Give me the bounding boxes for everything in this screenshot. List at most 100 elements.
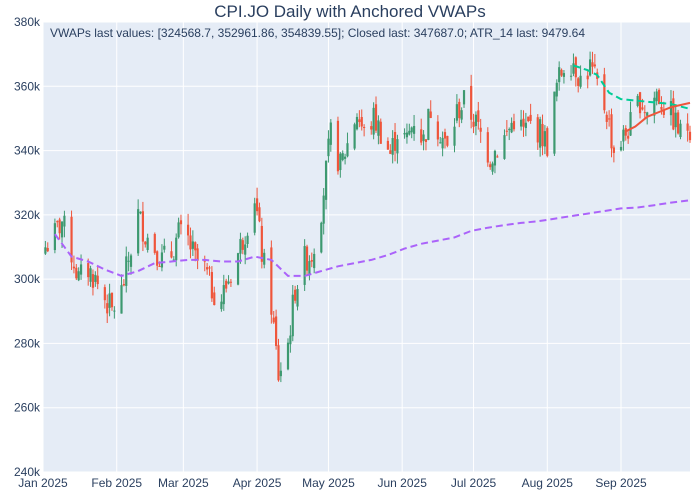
candle-body [260,225,263,262]
candle-body [505,130,508,132]
candle-body [360,117,363,127]
candle-body [108,293,111,308]
candle-body [370,126,373,130]
candle-body [141,211,145,242]
candle [379,118,382,144]
candle [177,217,180,239]
candle [686,113,689,142]
candle-body [643,112,646,114]
candle-body [593,64,596,67]
candle-body [558,67,561,83]
candle-body [139,211,142,214]
candle-body [541,124,544,147]
candle [460,107,463,124]
candle [125,246,128,293]
candle [120,274,123,314]
candle-body [177,222,180,238]
candle-body [629,112,632,136]
candle-body [87,263,90,278]
y-tick-label: 280k [14,336,41,350]
y-tick-label: 340k [14,144,41,158]
candle-body [441,137,444,149]
candle [672,90,675,131]
candle-body [56,221,59,223]
candle [679,119,682,140]
candle-body [125,256,128,286]
candle-body [386,140,390,150]
candle-body [160,252,164,268]
candle [503,129,506,160]
candle-body [653,97,656,116]
candle [291,284,294,342]
candle-body [225,280,228,289]
candle-body [296,288,299,307]
candle [160,244,164,272]
candle-body [355,116,359,130]
candle [470,74,473,129]
candle-body [508,129,511,131]
candle-body [263,252,266,265]
candle [429,100,432,119]
candle [56,220,59,228]
candle [255,187,259,216]
candle [279,362,282,383]
candle-body [44,247,47,254]
candle-body [674,112,677,128]
candle-body [486,132,489,163]
candle [156,250,159,271]
candle [491,161,494,175]
candle [393,123,397,162]
candle [360,109,363,131]
candle-body [627,135,630,139]
candle [213,286,216,306]
vwap-lines [54,64,691,277]
candle [179,214,183,235]
candle [363,124,366,137]
candle-body [396,139,399,154]
candle [377,115,380,145]
candle-body [453,126,456,146]
candle-body [477,110,480,122]
candle [453,118,456,153]
candle [577,76,580,93]
candle-body [569,75,573,77]
candle-body [372,107,375,135]
candle-body [96,275,99,285]
candle [374,96,378,133]
candle [579,65,582,89]
candle-body [158,266,161,268]
candle [688,125,692,143]
candle-body [686,123,689,131]
candle-body [489,164,492,168]
candle [46,242,49,253]
candle [346,132,349,158]
candle-body [122,284,125,286]
candle-body [305,246,309,271]
candle-body [153,233,156,253]
candle [327,130,330,163]
candle-body [75,267,78,279]
candle-body [688,131,692,141]
candle-body [539,119,542,148]
candle [313,248,316,274]
y-tick-label: 240k [14,465,41,479]
plot-background [43,22,690,472]
candle-body [275,316,278,346]
candle [355,113,359,131]
candle [141,201,145,252]
candle-body [58,219,61,234]
candle [403,128,406,139]
candle-body [660,106,663,110]
candle [462,90,466,108]
candle [646,111,649,125]
candle-body [436,121,439,140]
candle-body [156,251,159,266]
candle-body [646,112,649,116]
candle-body [512,121,516,130]
candle [496,154,499,158]
candle-body [110,292,114,308]
candle [455,94,458,124]
candle-body [286,342,290,370]
candle-body [222,285,225,305]
candle [586,70,589,89]
